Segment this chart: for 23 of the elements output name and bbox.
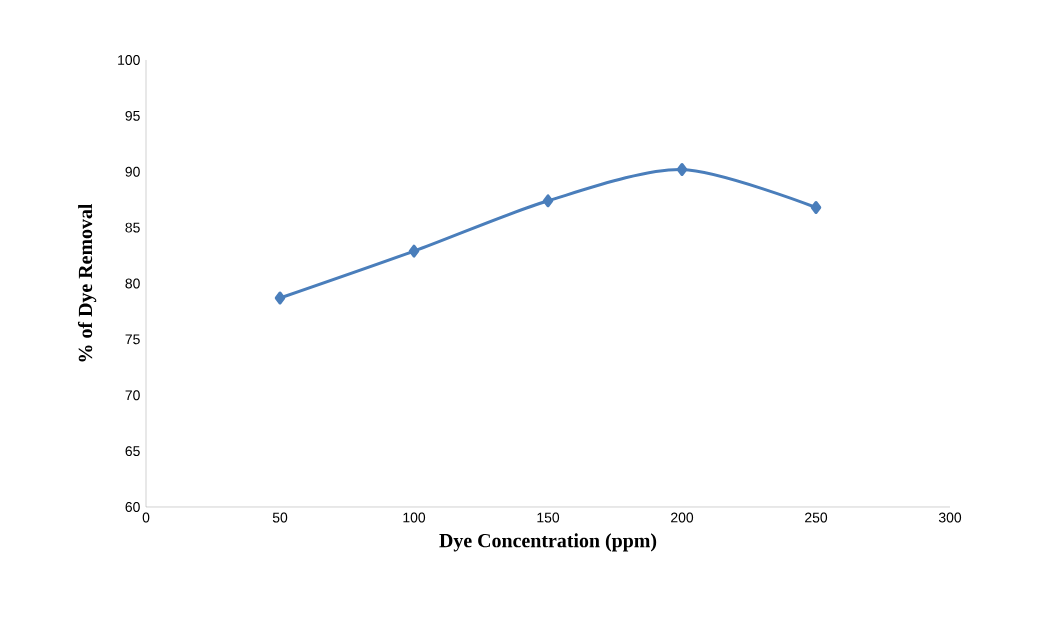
point xyxy=(274,291,286,305)
x-tick-label: 100 xyxy=(403,512,426,523)
point xyxy=(542,194,554,208)
x-tick-label: 200 xyxy=(671,512,694,523)
y-tick-label: 85 xyxy=(125,222,140,233)
y-tick-label: 95 xyxy=(125,110,140,121)
y-tick-label: 90 xyxy=(125,166,140,177)
x-tick-label: 250 xyxy=(805,512,828,523)
point xyxy=(408,244,420,258)
y-tick-label: 65 xyxy=(125,446,140,457)
x-tick-label: 300 xyxy=(938,512,962,523)
x-tick-label: 50 xyxy=(272,512,288,523)
y-tick-label: 60 xyxy=(125,502,140,512)
point xyxy=(676,163,688,176)
y-tick-label: 80 xyxy=(125,278,140,289)
y-tick-label: 75 xyxy=(125,334,140,345)
y-tick-label: 100 xyxy=(118,55,140,65)
x-tick-label: 150 xyxy=(537,512,560,523)
y-tick-label: 70 xyxy=(125,390,140,401)
x-axis-title: Dye Concentration (ppm) xyxy=(439,533,657,552)
y-axis-title: % of Dye Removal xyxy=(77,203,97,362)
point xyxy=(810,200,822,214)
x-tick-label: 0 xyxy=(142,512,150,523)
